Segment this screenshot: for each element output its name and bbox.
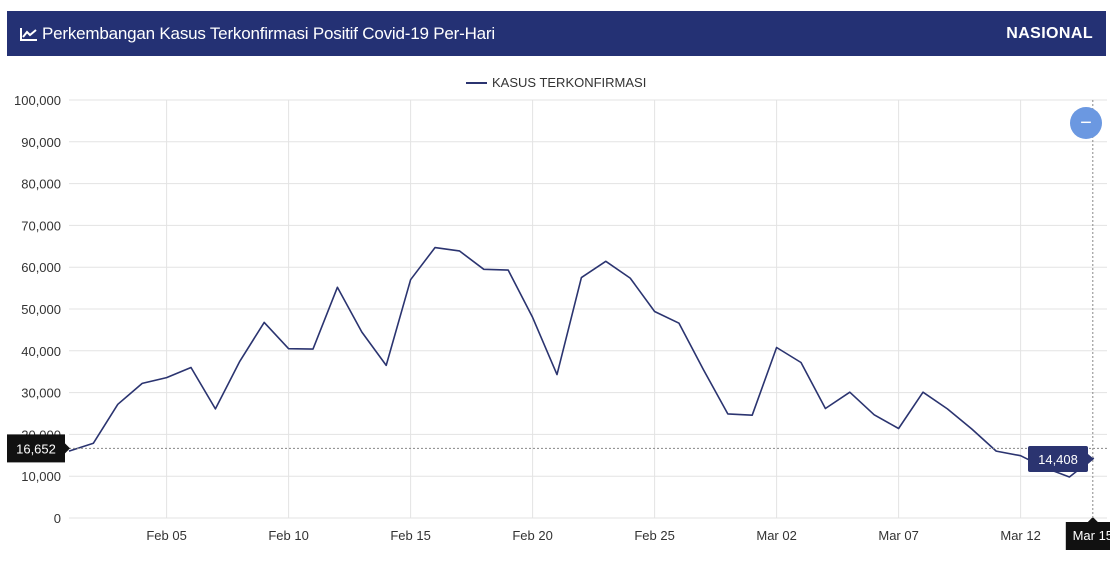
chart-header: Perkembangan Kasus Terkonfirmasi Positif… [7, 11, 1106, 56]
chart-area: 100,000 90,000 80,000 70,000 60,000 50,000 40,… [0, 60, 1110, 557]
x-tick-label: Mar 02 [756, 528, 796, 543]
x-crosshair-label-bg [1065, 522, 1110, 550]
series-line [68, 246, 1095, 478]
line-chart: 100,000 90,000 80,000 70,000 60,000 50,000 40,… [7, 75, 1110, 550]
point-tooltip-pointer [1088, 454, 1094, 464]
x-tick-label: Feb 25 [634, 528, 674, 543]
chart-title: Perkembangan Kasus Terkonfirmasi Positif… [42, 23, 495, 43]
line-chart-icon [19, 26, 39, 42]
x-crosshair-label-pointer [1087, 517, 1098, 522]
x-tick-label: Mar 12 [1000, 528, 1040, 543]
x-tick-label: Mar 15 [1073, 528, 1110, 543]
point-tooltip-label: 14,408 [1038, 452, 1078, 467]
y-tick-label: 70,000 [21, 218, 61, 233]
x-tick-label: Feb 15 [390, 528, 430, 543]
y-tick-label: 10,000 [21, 469, 61, 484]
legend[interactable]: KASUS TERKONFIRMASI [466, 75, 646, 90]
zoom-out-button[interactable]: − [1070, 107, 1102, 139]
y-tick-label: 60,000 [21, 260, 61, 275]
x-tick-label: Feb 20 [512, 528, 552, 543]
region-label[interactable]: NASIONAL [1006, 24, 1093, 42]
point-tooltip-bg [1028, 446, 1088, 472]
grid [69, 99, 1107, 519]
x-tick-label: Feb 05 [146, 528, 186, 543]
y-crosshair-label-pointer [65, 443, 70, 454]
y-crosshair-label: 16,652 [16, 441, 56, 456]
crosshair: 16,652 14,408 [7, 100, 1107, 518]
y-tick-label: 30,000 [21, 386, 61, 401]
x-axis: Feb 05 Feb 10 Feb 15 Feb 20 Feb 25 Mar 02 Mar … [146, 517, 1110, 550]
series-kasus-terkonfirmasi [68, 246, 1095, 478]
legend-label-kasus-terkonfirmasi: KASUS TERKONFIRMASI [492, 75, 646, 90]
minus-icon: − [1080, 112, 1092, 134]
x-tick-label: Mar 07 [878, 528, 918, 543]
y-tick-label: 80,000 [21, 177, 61, 192]
y-tick-label: 0 [54, 511, 61, 526]
x-tick-label: Feb 10 [268, 528, 308, 543]
y-tick-label: 40,000 [21, 344, 61, 359]
y-tick-label: 90,000 [21, 135, 61, 150]
header-left: Perkembangan Kasus Terkonfirmasi Positif… [19, 24, 495, 44]
y-tick-label: 50,000 [21, 302, 61, 317]
y-crosshair-label-bg [7, 434, 65, 463]
y-tick-label: 100,000 [14, 93, 61, 108]
